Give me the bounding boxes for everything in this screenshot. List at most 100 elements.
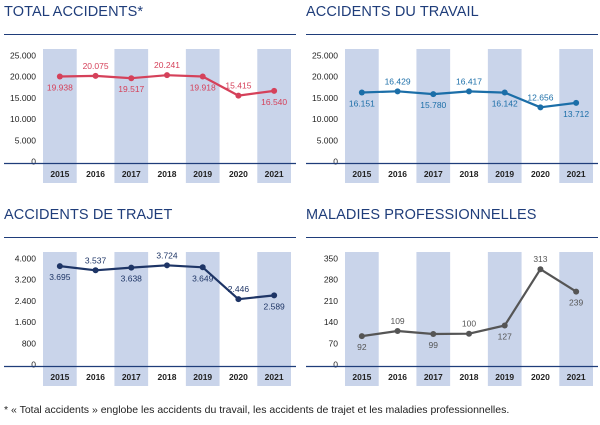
chart-total-accidents: TOTAL ACCIDENTS* 0 5.000 10.000 15.000 20.00… [4,4,296,204]
data-label: 3.537 [85,255,107,265]
x-tick-label: 2018 [158,169,177,179]
y-tick-label: 210 [324,296,338,306]
x-tick-label: 2017 [424,372,443,382]
data-label: 3.724 [156,250,178,260]
column-band [416,252,451,386]
x-tick-label: 2015 [352,372,371,382]
data-label: 19.918 [190,83,216,93]
data-point [394,327,401,334]
data-point [128,264,135,271]
data-label: 16.429 [385,76,411,86]
data-point [501,322,508,329]
x-tick-label: 2019 [495,372,514,382]
chart-svg: 0 800 1.600 2.400 3.200 4.000 2015 2016 2017 2018… [4,237,296,386]
data-point [501,89,508,96]
data-label: 3.649 [192,273,214,283]
y-tick-label: 0 [333,360,338,370]
data-point [358,89,365,96]
x-tick-label: 2017 [424,169,443,179]
x-tick-label: 2016 [388,169,407,179]
data-label: 16.417 [456,76,482,86]
data-point [199,264,206,271]
x-tick-label: 2021 [567,169,586,179]
x-tick-label: 2021 [265,169,284,179]
chart-title: TOTAL ACCIDENTS* [4,4,144,20]
column-band [43,252,77,386]
chart-svg: 0 5.000 10.000 15.000 20.000 25.000 2015 2016 20… [4,34,296,183]
data-point [271,87,278,94]
column-band [43,49,77,183]
y-tick-label: 3.200 [15,275,37,285]
column-band [185,49,220,183]
x-tick-label: 2021 [265,372,284,382]
chart-svg: 0 5.000 10.000 15.000 20.000 25.000 2015 2016 20… [306,34,598,183]
y-tick-label: 25.000 [312,51,338,61]
column-band [257,49,291,183]
data-point [430,91,437,98]
data-label: 100 [462,319,476,329]
chart-maladies-professionnelles: MALADIES PROFESSIONNELLES 0 70 140 210 280 35… [306,207,598,407]
y-tick-label: 10.000 [312,114,338,124]
data-label: 99 [429,340,439,350]
y-tick-label: 20.000 [10,72,36,82]
data-label: 13.712 [563,109,589,119]
column-band [114,49,149,183]
data-point [394,88,401,95]
x-tick-label: 2015 [50,169,69,179]
data-label: 2.589 [264,301,286,311]
x-tick-label: 2019 [193,169,212,179]
y-tick-label: 15.000 [10,93,36,103]
x-tick-label: 2020 [229,169,248,179]
data-point [358,333,365,340]
x-tick-label: 2016 [86,372,105,382]
data-point [164,72,170,79]
column-band [559,49,593,183]
y-tick-label: 0 [333,157,338,167]
column-band [416,49,451,183]
y-tick-label: 2.400 [15,296,37,306]
chart-title: MALADIES PROFESSIONNELLES [306,207,537,223]
data-point [466,88,472,95]
y-tick-label: 25.000 [10,51,36,61]
data-point [199,73,206,80]
x-tick-label: 2015 [50,372,69,382]
y-tick-label: 280 [324,275,338,285]
y-tick-label: 70 [329,338,339,348]
column-band [114,252,149,386]
chart-accidents-de-trajet: ACCIDENTS DE TRAJET 0 800 1.600 2.400 3.200 4… [4,207,296,407]
y-tick-label: 20.000 [312,72,338,82]
x-tick-label: 2017 [122,169,141,179]
data-point [271,292,278,299]
data-label: 16.142 [492,99,518,109]
data-point [466,330,472,337]
x-tick-label: 2018 [158,372,177,382]
y-tick-label: 1.600 [15,317,37,327]
x-tick-label: 2019 [193,372,212,382]
data-label: 15.780 [420,100,446,110]
y-tick-label: 0 [31,157,36,167]
column-band [257,252,291,386]
column-band [345,49,379,183]
column-band [185,252,220,386]
data-label: 109 [390,316,404,326]
chart-title: ACCIDENTS DU TRAVAIL [306,4,479,20]
y-tick-label: 5.000 [15,135,37,145]
y-tick-label: 5.000 [317,135,339,145]
data-label: 19.517 [118,84,144,94]
x-tick-label: 2017 [122,372,141,382]
x-tick-label: 2019 [495,169,514,179]
data-point [56,73,63,80]
data-label: 3.638 [121,274,143,284]
data-label: 2.446 [228,284,250,294]
data-point [537,104,544,111]
data-label: 239 [569,298,583,308]
x-tick-label: 2020 [229,372,248,382]
data-point [235,296,242,303]
y-tick-label: 350 [324,254,338,264]
data-point [573,99,580,106]
y-tick-label: 15.000 [312,93,338,103]
data-point [128,75,135,82]
data-label: 16.540 [261,97,287,107]
y-tick-label: 0 [31,360,36,370]
data-label: 92 [357,342,367,352]
